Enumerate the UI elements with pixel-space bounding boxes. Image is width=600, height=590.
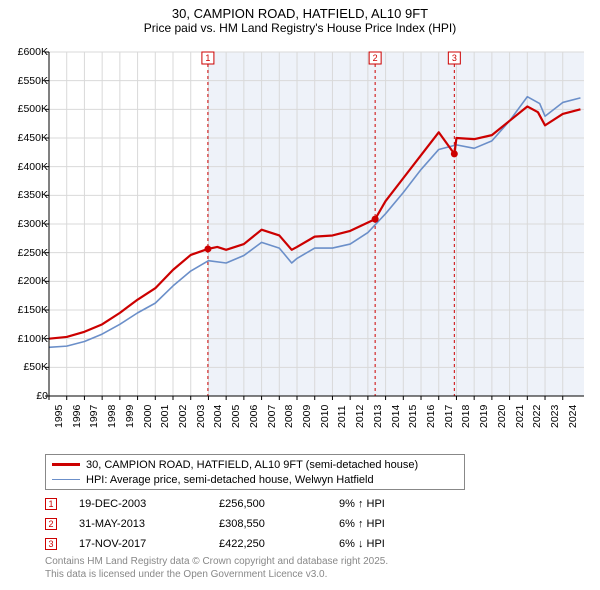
y-tick-label: £550K bbox=[18, 75, 48, 87]
x-tick-label: 1996 bbox=[71, 405, 83, 428]
x-tick-label: 1995 bbox=[53, 405, 65, 428]
legend-label: 30, CAMPION ROAD, HATFIELD, AL10 9FT (se… bbox=[86, 459, 418, 471]
x-tick-label: 1997 bbox=[88, 405, 100, 428]
legend-swatch bbox=[52, 463, 80, 465]
y-tick-label: £200K bbox=[18, 275, 48, 287]
event-marker-icon: 2 bbox=[45, 518, 57, 530]
title-block: 30, CAMPION ROAD, HATFIELD, AL10 9FT Pri… bbox=[0, 0, 600, 35]
x-tick-label: 2000 bbox=[142, 405, 154, 428]
x-tick-label: 2019 bbox=[478, 405, 490, 428]
footer-line: Contains HM Land Registry data © Crown c… bbox=[45, 556, 388, 569]
event-price: £308,550 bbox=[219, 518, 339, 530]
event-price: £256,500 bbox=[219, 498, 339, 510]
x-tick-label: 2003 bbox=[195, 405, 207, 428]
event-row: 3 17-NOV-2017 £422,250 6% ↓ HPI bbox=[45, 534, 449, 554]
x-tick-label: 2024 bbox=[567, 405, 579, 428]
event-marker-icon: 1 bbox=[45, 498, 57, 510]
x-tick-label: 2017 bbox=[443, 405, 455, 428]
x-tick-label: 2009 bbox=[301, 405, 313, 428]
x-tick-label: 2013 bbox=[372, 405, 384, 428]
x-tick-label: 2010 bbox=[319, 405, 331, 428]
title-address: 30, CAMPION ROAD, HATFIELD, AL10 9FT bbox=[0, 6, 600, 21]
legend-item: 30, CAMPION ROAD, HATFIELD, AL10 9FT (se… bbox=[52, 457, 458, 472]
x-tick-label: 2014 bbox=[390, 405, 402, 428]
x-tick-label: 2011 bbox=[336, 405, 348, 428]
y-tick-label: £500K bbox=[18, 103, 48, 115]
event-delta: 9% ↑ HPI bbox=[339, 498, 449, 510]
svg-text:3: 3 bbox=[452, 53, 457, 63]
event-marker-icon: 3 bbox=[45, 538, 57, 550]
y-tick-label: £350K bbox=[18, 189, 48, 201]
x-tick-label: 2008 bbox=[283, 405, 295, 428]
event-table: 1 19-DEC-2003 £256,500 9% ↑ HPI 2 31-MAY… bbox=[45, 494, 449, 554]
legend: 30, CAMPION ROAD, HATFIELD, AL10 9FT (se… bbox=[45, 454, 465, 490]
x-tick-label: 2001 bbox=[159, 405, 171, 428]
x-tick-label: 2021 bbox=[514, 405, 526, 428]
x-tick-label: 2012 bbox=[354, 405, 366, 428]
event-marker-number: 3 bbox=[48, 539, 53, 549]
y-tick-label: £300K bbox=[18, 218, 48, 230]
svg-text:2: 2 bbox=[373, 53, 378, 63]
svg-text:1: 1 bbox=[205, 53, 210, 63]
x-tick-label: 2023 bbox=[549, 405, 561, 428]
x-tick-label: 2002 bbox=[177, 405, 189, 428]
y-tick-label: £250K bbox=[18, 247, 48, 259]
chart-container: 30, CAMPION ROAD, HATFIELD, AL10 9FT Pri… bbox=[0, 0, 600, 590]
event-delta: 6% ↓ HPI bbox=[339, 538, 449, 550]
x-tick-label: 2005 bbox=[230, 405, 242, 428]
event-marker-number: 1 bbox=[48, 499, 53, 509]
y-tick-label: £100K bbox=[18, 333, 48, 345]
x-tick-label: 2007 bbox=[266, 405, 278, 428]
y-tick-label: £450K bbox=[18, 132, 48, 144]
event-delta: 6% ↑ HPI bbox=[339, 518, 449, 530]
x-tick-label: 2020 bbox=[496, 405, 508, 428]
title-subtitle: Price paid vs. HM Land Registry's House … bbox=[0, 21, 600, 35]
event-row: 2 31-MAY-2013 £308,550 6% ↑ HPI bbox=[45, 514, 449, 534]
x-tick-label: 2004 bbox=[212, 405, 224, 428]
event-row: 1 19-DEC-2003 £256,500 9% ↑ HPI bbox=[45, 494, 449, 514]
event-marker-number: 2 bbox=[48, 519, 53, 529]
y-tick-label: £400K bbox=[18, 161, 48, 173]
legend-item: HPI: Average price, semi-detached house,… bbox=[52, 472, 458, 487]
event-date: 19-DEC-2003 bbox=[79, 498, 219, 510]
x-tick-label: 1998 bbox=[106, 405, 118, 428]
y-tick-label: £0 bbox=[36, 390, 48, 402]
legend-swatch bbox=[52, 479, 80, 481]
y-tick-label: £50K bbox=[23, 361, 48, 373]
event-price: £422,250 bbox=[219, 538, 339, 550]
event-date: 31-MAY-2013 bbox=[79, 518, 219, 530]
legend-label: HPI: Average price, semi-detached house,… bbox=[86, 474, 374, 486]
y-tick-label: £600K bbox=[18, 46, 48, 58]
price-chart: 1 2 3 bbox=[45, 46, 590, 416]
footer-line: This data is licensed under the Open Gov… bbox=[45, 569, 388, 582]
x-tick-label: 1999 bbox=[124, 405, 136, 428]
x-tick-label: 2006 bbox=[248, 405, 260, 428]
x-tick-label: 2018 bbox=[460, 405, 472, 428]
x-tick-label: 2022 bbox=[531, 405, 543, 428]
footer-attribution: Contains HM Land Registry data © Crown c… bbox=[45, 556, 388, 581]
event-date: 17-NOV-2017 bbox=[79, 538, 219, 550]
x-tick-label: 2016 bbox=[425, 405, 437, 428]
y-tick-label: £150K bbox=[18, 304, 48, 316]
x-tick-label: 2015 bbox=[407, 405, 419, 428]
